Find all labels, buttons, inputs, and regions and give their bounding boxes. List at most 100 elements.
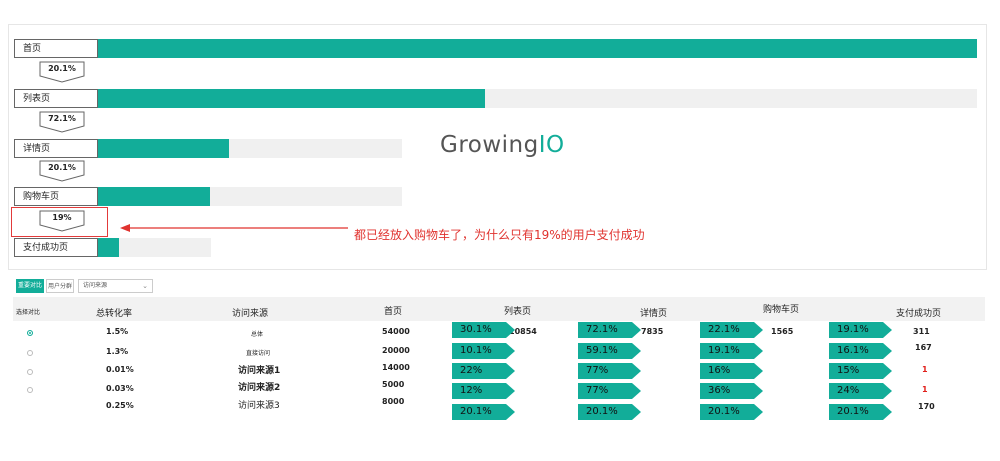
- source-select-value: 访问来源: [83, 282, 108, 289]
- header-detail: 详情页: [640, 309, 668, 319]
- tab-important-compare[interactable]: 重要对比: [16, 279, 44, 293]
- conversion-badge: 22%: [452, 363, 516, 379]
- stage-label-pay: 支付成功页: [14, 238, 98, 257]
- conversion-tag-1: 20.1%: [39, 61, 85, 83]
- arrow-icon: [120, 224, 348, 232]
- table-header: [13, 297, 985, 321]
- conversion-badge-value: 16.1%: [837, 345, 869, 356]
- funnel-track-detail: [98, 139, 402, 158]
- conversion-badge: 20.1%: [578, 404, 642, 420]
- conversion-badge: 16.1%: [829, 343, 893, 359]
- stage-label-list: 列表页: [14, 89, 98, 108]
- home-cell: 20000: [382, 346, 410, 355]
- home-cell: 5000: [382, 380, 405, 389]
- conversion-badge-value: 22%: [460, 365, 483, 376]
- source-select[interactable]: 访问来源 ⌄: [78, 279, 153, 293]
- conversion-badge-value: 12%: [460, 385, 483, 396]
- conversion-badge-value: 22.1%: [708, 324, 740, 335]
- conversion-badge-value: 20.1%: [708, 406, 740, 417]
- pay-cell: 167: [915, 343, 932, 352]
- conversion-badge-value: 77%: [586, 385, 609, 396]
- conversion-value-2: 72.1%: [48, 114, 76, 123]
- conversion-badge: 12%: [452, 383, 516, 399]
- conversion-badge-value: 16%: [708, 365, 731, 376]
- conversion-badge-value: 15%: [837, 365, 860, 376]
- header-select: 选择对比: [16, 309, 41, 316]
- conversion-badge: 77%: [578, 383, 642, 399]
- row-radio-4[interactable]: [27, 387, 33, 393]
- conversion-tag-4: 19%: [39, 210, 85, 232]
- conversion-badge: 77%: [578, 363, 642, 379]
- rate-cell: 0.03%: [106, 384, 134, 393]
- conversion-badge: 15%: [829, 363, 893, 379]
- rate-cell: 0.01%: [106, 365, 134, 374]
- conversion-badge-value: 20.1%: [837, 406, 869, 417]
- conversion-badge-value: 19.1%: [837, 324, 869, 335]
- logo-text-b: IO: [538, 132, 565, 158]
- header-list: 列表页: [504, 307, 532, 317]
- conversion-badge: 59.1%: [578, 343, 642, 359]
- funnel-bar-detail[interactable]: [98, 139, 229, 158]
- pay-cell: 170: [918, 402, 935, 411]
- source-cell: 访问来源1: [238, 366, 281, 376]
- highlight-box: [11, 207, 108, 237]
- conversion-value-3: 20.1%: [48, 163, 76, 172]
- home-cell: 8000: [382, 397, 405, 406]
- pay-cell: 311: [913, 327, 930, 336]
- annotation-text: 都已经放入购物车了，为什么只有19%的用户支付成功: [354, 228, 645, 242]
- row-radio-1[interactable]: [27, 330, 33, 336]
- row-radio-3[interactable]: [27, 369, 33, 375]
- funnel-bar-list[interactable]: [98, 89, 485, 108]
- funnel-track-pay: [98, 238, 211, 257]
- header-source: 访问来源: [232, 309, 269, 319]
- row-radio-2[interactable]: [27, 350, 33, 356]
- source-cell: 访问来源2: [238, 383, 281, 393]
- chevron-down-icon: ⌄: [142, 282, 148, 290]
- source-cell: 总体: [251, 331, 264, 338]
- funnel-bar-pay[interactable]: [98, 238, 120, 257]
- conversion-badge: 10.1%: [452, 343, 516, 359]
- brand-logo: GrowingIO: [440, 132, 565, 158]
- pay-cell: 1: [922, 365, 928, 374]
- pay-cell: 1: [922, 385, 928, 394]
- conversion-badge: 20.1%: [700, 404, 764, 420]
- logo-text-a: Growing: [440, 132, 539, 158]
- conversion-badge: 24%: [829, 383, 893, 399]
- conversion-badge-value: 20.1%: [460, 406, 492, 417]
- stage-label-home: 首页: [14, 39, 98, 58]
- conversion-badge: 20.1%: [452, 404, 516, 420]
- conversion-badge: 30.1%: [452, 322, 516, 338]
- conversion-value-4: 19%: [52, 213, 72, 222]
- conversion-badge-value: 77%: [586, 365, 609, 376]
- detail-cell: 7835: [641, 327, 664, 336]
- stage-label-cart: 购物车页: [14, 187, 98, 206]
- conversion-badge-value: 59.1%: [586, 345, 618, 356]
- conversion-badge: 36%: [700, 383, 764, 399]
- conversion-badge-value: 19.1%: [708, 345, 740, 356]
- conversion-tag-3: 20.1%: [39, 160, 85, 182]
- header-rate: 总转化率: [96, 309, 133, 319]
- header-home: 首页: [384, 307, 403, 317]
- conversion-badge: 20.1%: [829, 404, 893, 420]
- home-cell: 14000: [382, 363, 410, 372]
- funnel-bar-cart[interactable]: [98, 187, 211, 206]
- conversion-badge: 72.1%: [578, 322, 642, 338]
- source-cell: 访问来源3: [238, 401, 280, 411]
- conversion-badge: 22.1%: [700, 322, 764, 338]
- conversion-badge: 16%: [700, 363, 764, 379]
- conversion-badge-value: 24%: [837, 385, 860, 396]
- funnel-track-home: [98, 39, 977, 58]
- conversion-badge-value: 72.1%: [586, 324, 618, 335]
- rate-cell: 1.5%: [106, 327, 129, 336]
- conversion-badge-value: 10.1%: [460, 345, 492, 356]
- funnel-track-cart: [98, 187, 402, 206]
- source-cell: 直接访问: [246, 350, 271, 357]
- cart-cell: 1565: [771, 327, 794, 336]
- conversion-badge-value: 30.1%: [460, 324, 492, 335]
- conversion-badge-value: 20.1%: [586, 406, 618, 417]
- rate-cell: 1.3%: [106, 347, 129, 356]
- tab-user-segment[interactable]: 用户分群: [46, 279, 74, 293]
- funnel-bar-home[interactable]: [98, 39, 977, 58]
- conversion-badge: 19.1%: [700, 343, 764, 359]
- conversion-badge: 19.1%: [829, 322, 893, 338]
